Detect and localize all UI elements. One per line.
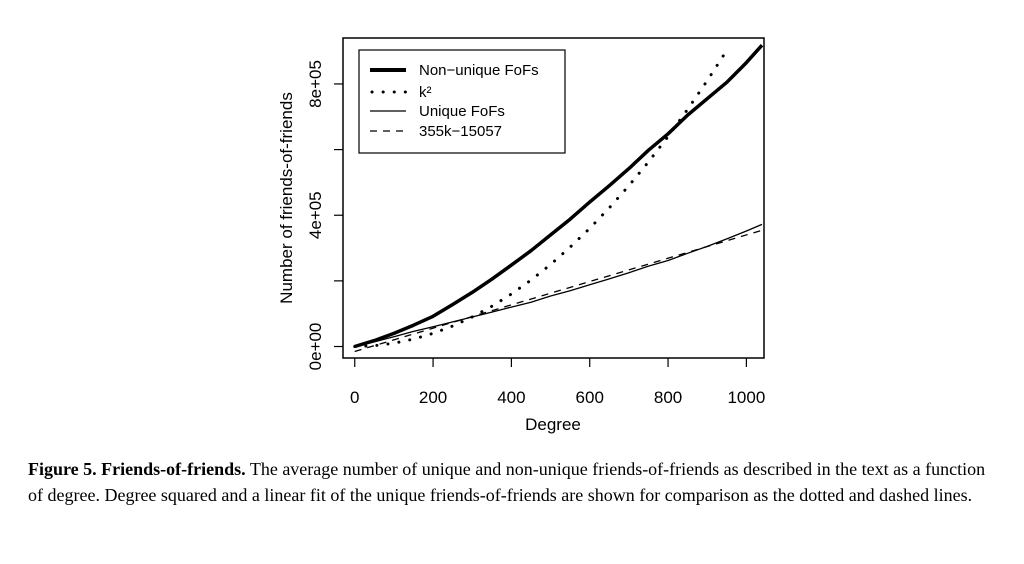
x-tick-label: 400: [497, 388, 525, 407]
legend-box: [358, 49, 566, 154]
x-tick-label: 1000: [727, 388, 765, 407]
legend-label-k-squared: k²: [419, 84, 432, 101]
legend: Non−unique FoFs k² Unique FoFs 355k−1505…: [358, 49, 566, 154]
caption-text: The average number of unique and non-uni…: [28, 459, 986, 505]
x-axis-label: Degree: [525, 415, 581, 434]
x-tick-label: 800: [654, 388, 682, 407]
x-tick-label: 200: [419, 388, 447, 407]
caption-title: Figure 5. Friends-of-friends.: [28, 459, 246, 479]
legend-label-linear-fit: 355k−15057: [419, 123, 502, 140]
y-tick-label: 0e+00: [306, 323, 325, 371]
y-tick-label: 4e+05: [306, 191, 325, 239]
series-layer: [353, 44, 764, 353]
series-line-3: [354, 229, 763, 353]
y-axis-label: Number of friends-of-friends: [277, 92, 296, 304]
x-tick-label: 600: [576, 388, 604, 407]
plot-frame: [342, 37, 765, 359]
legend-label-unique: Unique FoFs: [419, 103, 505, 120]
x-tick-label: 0: [350, 388, 359, 407]
series-line-2: [354, 223, 763, 348]
y-tick-label: 8e+05: [306, 60, 325, 108]
chart: 0 200 400 600 800 1000 0e+00 4e+05 8e+05 Degree…: [277, 37, 765, 434]
x-axis: 0 200 400 600 800 1000: [350, 358, 765, 407]
legend-label-non-unique: Non−unique FoFs: [419, 62, 539, 79]
figure-caption: Figure 5. Friends-of-friends. The averag…: [28, 456, 1003, 508]
series-line-0: [354, 44, 764, 349]
y-axis: 0e+00 4e+05 8e+05: [306, 60, 343, 370]
